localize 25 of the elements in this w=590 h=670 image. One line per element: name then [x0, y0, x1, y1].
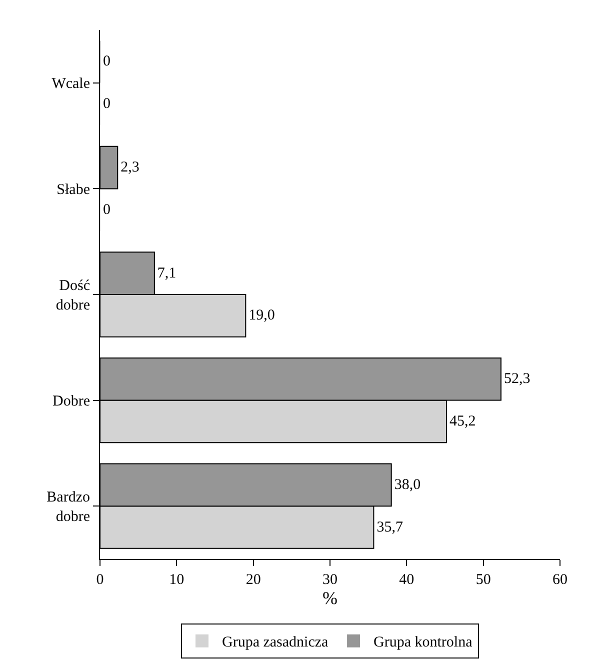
- data-label: 38,0: [394, 476, 421, 493]
- y-tick-label: Wcale: [52, 76, 90, 92]
- x-axis-title: %: [322, 588, 338, 608]
- data-label: 45,2: [450, 413, 476, 430]
- x-tick-label: 10: [169, 572, 184, 588]
- data-label: 0: [103, 202, 110, 218]
- y-tick-label: Dobre: [52, 394, 90, 410]
- data-label: 0: [103, 54, 110, 70]
- legend-label: Grupa zasadnicza: [222, 634, 329, 651]
- data-label: 19,0: [248, 308, 275, 324]
- y-tick-label: Słabe: [56, 182, 90, 198]
- x-tick-label: 60: [552, 572, 568, 588]
- x-tick-label: 30: [322, 572, 338, 588]
- x-tick-label: 40: [399, 572, 414, 588]
- data-label: 7,1: [157, 265, 176, 282]
- data-label: 35,7: [376, 519, 404, 536]
- data-label: 0: [103, 96, 110, 112]
- x-tick-label: 50: [476, 572, 491, 588]
- data-label: 52,3: [504, 371, 530, 388]
- y-tick-label: Bardzo dobre: [46, 490, 90, 526]
- x-tick-label: 0: [96, 572, 104, 588]
- data-label: 2,3: [120, 160, 140, 176]
- legend-label: Grupa kontrolna: [374, 634, 473, 651]
- x-tick-label: 20: [246, 572, 261, 588]
- y-tick-label: Dość dobre: [56, 278, 90, 314]
